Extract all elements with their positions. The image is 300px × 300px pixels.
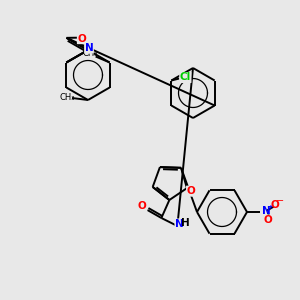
Text: O: O bbox=[187, 186, 195, 196]
Text: N: N bbox=[85, 43, 93, 53]
Text: CH₃: CH₃ bbox=[59, 92, 75, 101]
Text: O: O bbox=[271, 200, 279, 210]
Text: O: O bbox=[77, 34, 86, 44]
Text: O: O bbox=[264, 215, 272, 225]
Text: +: + bbox=[268, 204, 273, 210]
Text: −: − bbox=[276, 196, 285, 206]
Text: N: N bbox=[262, 206, 270, 216]
Text: CH₃: CH₃ bbox=[83, 49, 98, 58]
Text: H: H bbox=[181, 218, 190, 228]
Text: Cl: Cl bbox=[180, 73, 191, 82]
Text: O: O bbox=[138, 201, 147, 211]
Text: N: N bbox=[175, 219, 184, 229]
